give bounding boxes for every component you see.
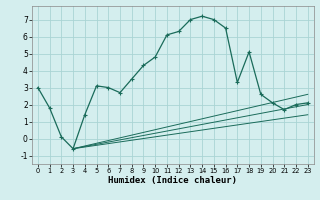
X-axis label: Humidex (Indice chaleur): Humidex (Indice chaleur): [108, 176, 237, 185]
